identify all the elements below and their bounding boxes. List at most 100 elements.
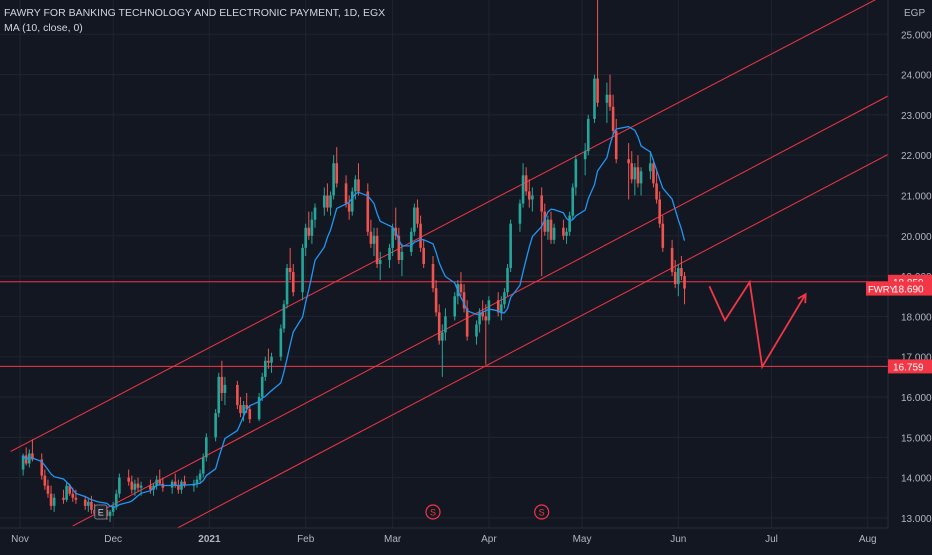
candle-body (114, 493, 118, 506)
candle-body (236, 384, 239, 406)
candle-body (270, 356, 273, 363)
candle-body (605, 94, 609, 103)
candle-body (434, 288, 438, 313)
earnings-marker: E (94, 504, 108, 520)
candle (434, 280, 438, 317)
candles (21, 0, 686, 522)
candle (391, 223, 394, 256)
candle-body (291, 272, 295, 293)
candle (506, 264, 509, 297)
candle-body (264, 360, 267, 377)
candle-body (83, 499, 87, 506)
channel-line (10, 0, 876, 452)
candle-body (568, 215, 571, 232)
candle-body (614, 130, 618, 160)
candle (90, 495, 93, 514)
time-tick-label: Nov (11, 534, 29, 545)
candle (462, 284, 466, 313)
event-marker-label: S (430, 508, 436, 518)
price-tick-label: 17.000 (901, 353, 932, 364)
candle (524, 167, 528, 196)
candle (540, 187, 543, 277)
candle (568, 211, 571, 236)
chart-title: FAWRY FOR BANKING TECHNOLOGY AND ELECTRO… (4, 7, 386, 19)
symbol-tag-bg (866, 281, 888, 296)
candle-body (198, 473, 202, 480)
candle (372, 227, 376, 256)
candle (652, 159, 655, 188)
candle (565, 227, 568, 244)
time-axis: Nov Dec 2021 Feb Mar Apr May Jun Jul Aug (11, 534, 877, 545)
candle (677, 264, 680, 297)
candle-body (288, 268, 292, 273)
candle-body (332, 163, 335, 196)
candle-body (677, 268, 680, 285)
candle (236, 380, 239, 410)
candle (366, 183, 370, 236)
candle (571, 183, 575, 220)
channel-line (176, 153, 888, 528)
candle (509, 219, 512, 273)
candle (531, 187, 534, 212)
candle-body (65, 485, 68, 500)
candle-body (267, 360, 270, 363)
candle (223, 376, 227, 406)
candle (431, 255, 435, 293)
candle (661, 215, 665, 252)
symbol-tag-text: FWRY (868, 285, 896, 296)
candle (130, 475, 134, 494)
candle-body (285, 268, 289, 305)
event-marker-label: E (98, 508, 104, 518)
candle (52, 493, 56, 512)
candle-body (354, 179, 357, 192)
candle (639, 167, 643, 196)
candle-body (444, 316, 447, 333)
candle (611, 94, 615, 136)
candle (527, 179, 531, 208)
candle (459, 272, 463, 297)
split-marker: S (425, 504, 441, 520)
candle (108, 509, 112, 522)
candle (62, 489, 65, 504)
candle-body (108, 511, 112, 516)
candle (369, 219, 373, 248)
candle-body (52, 497, 56, 506)
candle (21, 453, 25, 476)
candle (313, 203, 317, 228)
candle (388, 243, 391, 269)
candle (683, 272, 686, 305)
candle-body (223, 384, 227, 393)
candle (257, 392, 261, 422)
candle-body (680, 268, 683, 277)
candle-body (323, 195, 326, 208)
candle-body (158, 479, 162, 484)
candle-body (670, 247, 674, 273)
time-tick-label: Apr (481, 534, 497, 545)
candle (239, 397, 242, 418)
candle (409, 227, 413, 256)
split-marker-circle (534, 504, 550, 520)
candle (344, 175, 348, 208)
candle-body (195, 479, 199, 484)
candle-body (239, 405, 242, 414)
candle-body (683, 276, 686, 289)
candle-body (46, 485, 50, 494)
candle-body (593, 78, 596, 119)
candle (496, 292, 500, 317)
candle-body (220, 376, 224, 393)
candle-body (49, 493, 53, 506)
candle (158, 469, 162, 486)
time-tick-label: Aug (859, 534, 877, 545)
candle-body (242, 405, 245, 414)
candle (304, 223, 307, 256)
channel-line (72, 95, 888, 527)
candle-body (431, 264, 435, 289)
candle-body (369, 231, 373, 244)
candle-body (347, 203, 351, 212)
candle-body (155, 479, 158, 486)
candle-body (673, 272, 677, 285)
candle (521, 163, 525, 208)
